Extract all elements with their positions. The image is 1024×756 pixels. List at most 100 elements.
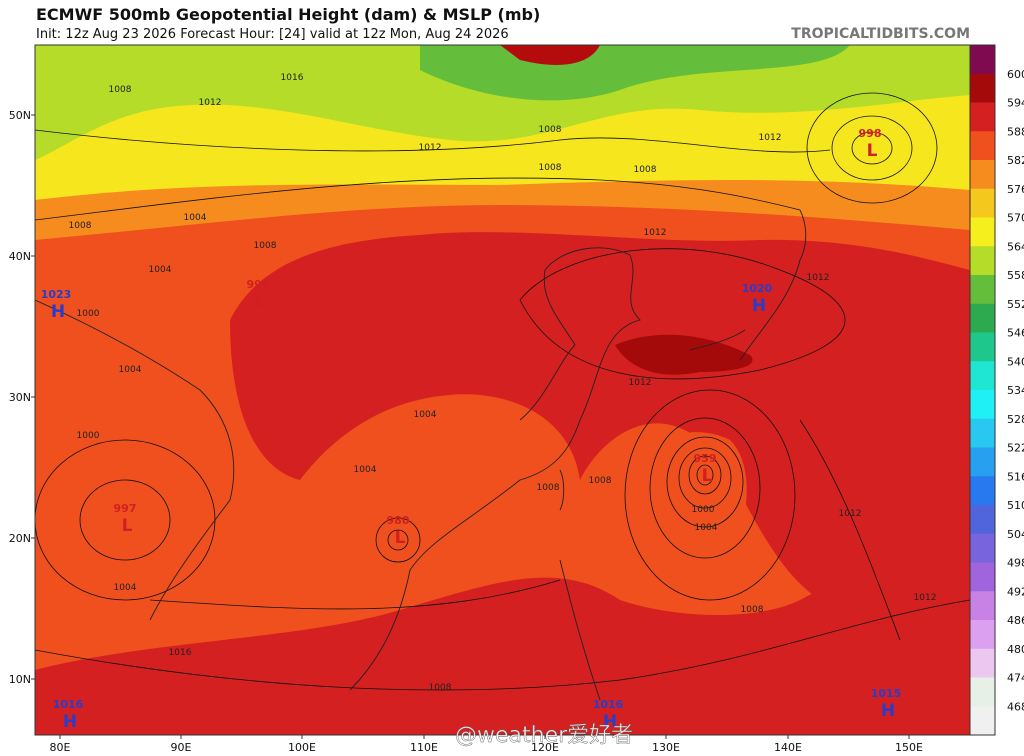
subtitle: Init: 12z Aug 23 2026 Forecast Hour: [24… [36,27,509,42]
colorbar-label: 576 [1007,183,1024,196]
contour-label: 1008 [539,125,562,135]
pressure-symbol: H [752,296,766,316]
contour-label: 1004 [695,523,718,533]
lon-label: 140E [774,741,802,754]
colorbar-label: 498 [1007,557,1024,570]
pressure-symbol: L [255,292,266,312]
contour-label: 1008 [741,605,764,615]
contour-label: 1004 [119,365,142,375]
colorbar: 600 594 588 582 576 570 564 558 552 546 540 534 528 5… [969,44,1024,736]
colorbar-segment [970,160,995,190]
colorbar-label: 558 [1007,269,1024,282]
field-594 [500,45,600,65]
pressure-value: 1016 [53,698,84,711]
coastlines [35,209,807,701]
contour-label: 1004 [414,410,437,420]
colorbar-segment [970,217,995,247]
contour-label: 1008 [589,476,612,486]
lat-label: 20N [9,532,31,545]
colorbar-segment [970,677,995,707]
pressure-symbol: H [603,712,617,732]
colorbar-label: 516 [1007,470,1024,483]
colorbar-segment [970,418,995,448]
pressure-value: 980 [387,514,410,527]
pressure-symbol: H [881,701,895,721]
colorbar-label: 546 [1007,327,1024,340]
colorbar-segment [970,447,995,477]
pressure-symbol: L [122,516,133,536]
contour-label: 1000 [77,309,100,319]
contour-label: 1016 [281,73,304,83]
contour-label: 1008 [254,241,277,251]
colorbar-label: 552 [1007,298,1024,311]
contour-label: 1004 [149,265,172,275]
field-588-south [35,480,970,735]
lon-label: 130E [652,741,680,754]
field-564 [35,45,970,160]
pressure-value: 1023 [41,288,72,301]
colorbar-segment [970,591,995,621]
isobars [35,92,970,691]
colorbar-segment [970,131,995,161]
colorbar-segment [970,620,995,650]
contour-label: 1012 [914,593,937,603]
field-594-japan [615,334,753,375]
colorbar-segment [970,562,995,592]
map-labels: 50N 40N 30N 20N 10N 80E 90E 100E 110E 120E 130E 140… [9,73,937,754]
pressure-symbol: H [51,302,65,322]
colorbar-segment [970,102,995,132]
contour-label: 1000 [692,505,715,515]
colorbar-label: 582 [1007,154,1024,167]
colorbar-segment [970,45,995,75]
pressure-value: 996 [247,278,270,291]
lat-label: 40N [9,250,31,263]
lon-label: 80E [50,741,71,754]
lon-label: 100E [288,741,316,754]
colorbar-frame [969,44,996,736]
colorbar-label: 540 [1007,355,1024,368]
contour-label: 1008 [109,85,132,95]
map-fields [35,45,970,735]
pressure-symbol: L [702,466,713,486]
contour-label: 1012 [419,143,442,153]
colorbar-segment [970,246,995,276]
field-588 [230,232,970,600]
pressure-value: 998 [859,127,882,140]
contour-label: 1012 [644,228,667,238]
colorbar-label: 510 [1007,499,1024,512]
pressure-symbol: L [867,141,878,161]
colorbar-label: 504 [1007,528,1024,541]
pressure-value: 1016 [593,698,624,711]
lat-label: 10N [9,673,31,686]
contour-label: 1008 [539,163,562,173]
pressure-symbol: H [63,712,77,732]
colorbar-label: 492 [1007,585,1024,598]
colorbar-segment [970,505,995,535]
colorbar-segment [970,476,995,506]
title: ECMWF 500mb Geopotential Height (dam) & … [36,5,540,24]
colorbar-label: 522 [1007,442,1024,455]
contour-label: 1004 [184,213,207,223]
colorbar-segment [970,361,995,391]
contour-label: 1012 [199,98,222,108]
colorbar-label: 570 [1007,212,1024,225]
watermark: @weather爱好者 [455,723,633,748]
contour-label: 1000 [77,431,100,441]
lat-label: 30N [9,391,31,404]
colorbar-label: 468 [1007,700,1024,713]
pressure-value: 959 [694,452,717,465]
colorbar-segment [970,275,995,305]
pressure-value: 997 [114,502,137,515]
colorbar-label: 594 [1007,97,1024,110]
colorbar-label: 600 [1007,68,1024,81]
colorbar-label: 474 [1007,672,1024,685]
contour-label: 1008 [537,483,560,493]
colorbar-segment [970,303,995,333]
colorbar-label: 588 [1007,125,1024,138]
colorbar-label: 528 [1007,413,1024,426]
colorbar-label: 564 [1007,240,1024,253]
pressure-value: 1015 [871,687,902,700]
contour-label: 1008 [69,221,92,231]
